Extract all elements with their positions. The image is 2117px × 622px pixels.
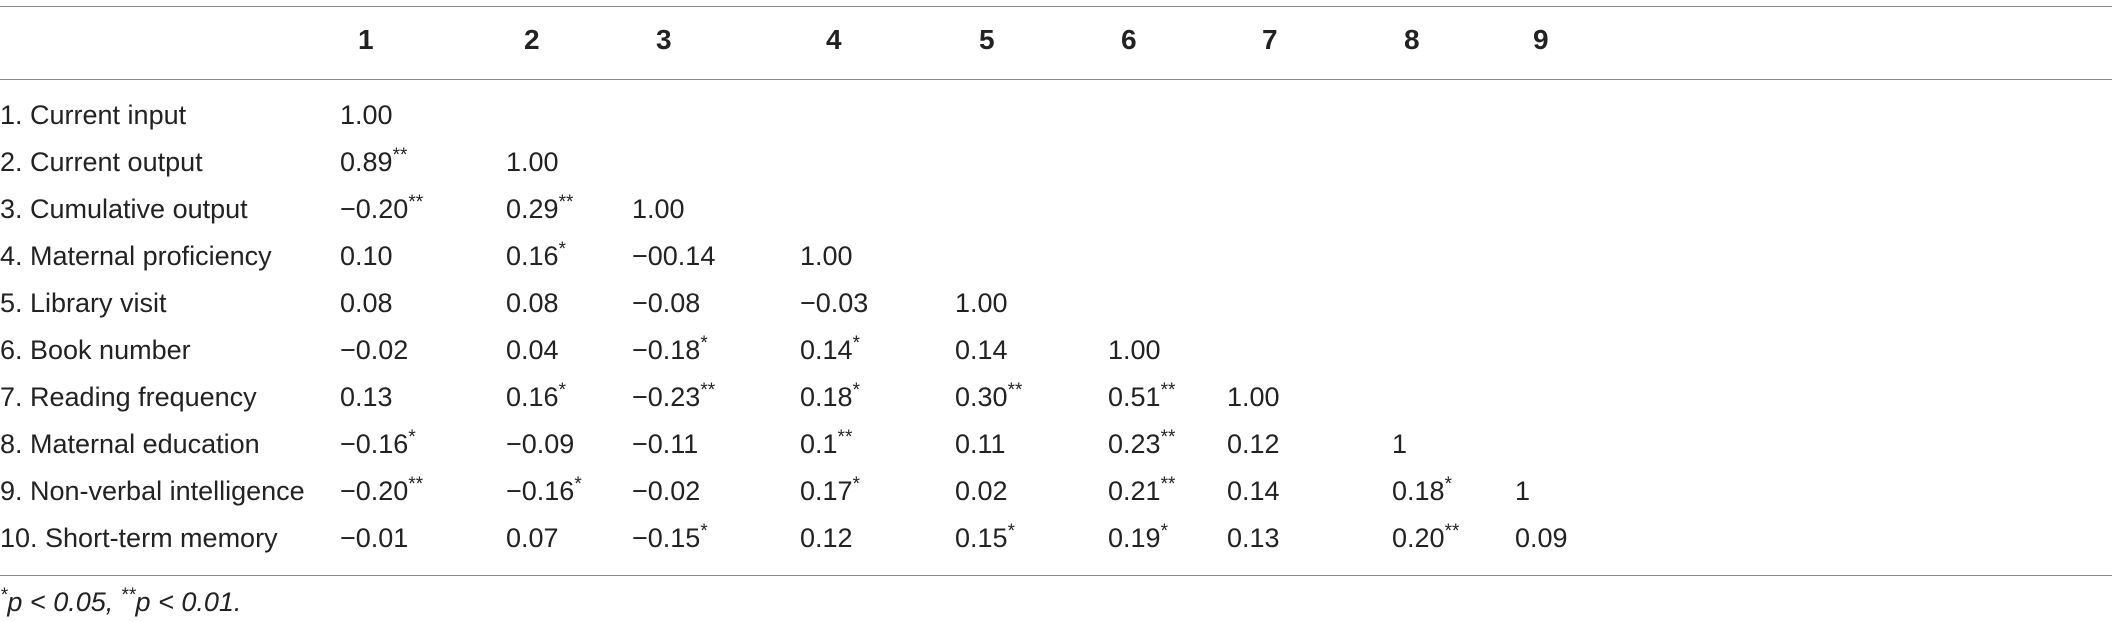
table-cell: 0.21** (1108, 474, 1176, 506)
column-header-8: 8 (1404, 24, 1420, 55)
table-cell: 1 (1515, 476, 1531, 506)
column-header-7: 7 (1262, 24, 1278, 55)
table-cell: −0.16* (340, 427, 416, 459)
column-header-4: 4 (826, 24, 842, 55)
table-cell: −0.18* (632, 333, 708, 365)
row-label: 5. Library visit (0, 288, 167, 318)
table-cell: 0.51** (1108, 380, 1176, 412)
table-cell: 0.04 (506, 335, 559, 365)
table-row: 5. Library visit 0.08 0.08 −0.08 −0.03 1.00 (0, 280, 2112, 327)
table-cell: 0.12 (1227, 429, 1280, 459)
row-label: 6. Book number (0, 335, 191, 365)
table-cell: 0.13 (340, 382, 393, 412)
table-cell: 0.17* (800, 474, 860, 506)
table-row: 6. Book number −0.02 0.04 −0.18* 0.14* 0.14 1.… (0, 327, 2112, 374)
table-cell: 0.14 (955, 335, 1008, 365)
table-cell: 0.16* (506, 239, 566, 271)
row-label: 1. Current input (0, 100, 187, 130)
table-cell: 0.1** (800, 427, 853, 459)
table-cell: −0.02 (632, 476, 701, 506)
table-cell: 0.29** (506, 192, 574, 224)
table-row: 8. Maternal education −0.16* −0.09 −0.11 0.1… (0, 421, 2112, 468)
table-cell: −0.09 (506, 429, 575, 459)
table-row: 9. Non-verbal intelligence −0.20** −0.16* −… (0, 468, 2112, 515)
table-cell: 0.23** (1108, 427, 1176, 459)
table-cell: 1.00 (1227, 382, 1280, 412)
column-header-2: 2 (524, 24, 540, 55)
table-cell: 0.14* (800, 333, 860, 365)
row-label: 10. Short-term memory (0, 523, 278, 553)
table-cell: 1.00 (955, 288, 1008, 318)
table-cell: 0.20** (1392, 521, 1460, 553)
table-row: 2. Current output 0.89** 1.00 (0, 139, 2112, 186)
table-cell: −0.23** (632, 380, 716, 412)
row-label: 7. Reading frequency (0, 382, 257, 412)
table-footnote: *p < 0.05, **p < 0.01. (0, 585, 242, 617)
table-cell: 0.09 (1515, 523, 1568, 553)
table-row: 7. Reading frequency 0.13 0.16* −0.23** 0.18… (0, 374, 2112, 421)
table-cell: −0.08 (632, 288, 701, 318)
table-cell: 0.02 (955, 476, 1008, 506)
table-cell: 0.16* (506, 380, 566, 412)
column-header-3: 3 (656, 24, 672, 55)
table-cell: 0.18* (800, 380, 860, 412)
column-header-5: 5 (979, 24, 995, 55)
table-cell: 0.08 (340, 288, 393, 318)
top-rule (0, 6, 2112, 7)
table-cell: −0.15* (632, 521, 708, 553)
table-row: 4. Maternal proficiency 0.10 0.16* −00.14 1.… (0, 233, 2112, 280)
row-label: 2. Current output (0, 147, 203, 177)
table-cell: 0.07 (506, 523, 559, 553)
table-cell: −00.14 (632, 241, 716, 271)
table-cell: 0.08 (506, 288, 559, 318)
table-row: 3. Cumulative output −0.20** 0.29** 1.00 (0, 186, 2112, 233)
header-rule (0, 79, 2112, 80)
table-cell: 0.12 (800, 523, 853, 553)
row-label: 8. Maternal education (0, 429, 260, 459)
table-cell: −0.16* (506, 474, 582, 506)
table-cell: 1.00 (632, 194, 685, 224)
table-cell: 1 (1392, 429, 1408, 459)
table-cell: 0.13 (1227, 523, 1280, 553)
row-label: 9. Non-verbal intelligence (0, 476, 305, 506)
row-label: 4. Maternal proficiency (0, 241, 272, 271)
table-cell: 0.18* (1392, 474, 1452, 506)
table-cell: 1.00 (1108, 335, 1161, 365)
table-cell: 0.89** (340, 145, 408, 177)
table-cell: 0.19* (1108, 521, 1168, 553)
bottom-rule (0, 575, 2112, 576)
table-cell: −0.03 (800, 288, 869, 318)
table-cell: 0.14 (1227, 476, 1280, 506)
table-cell: −0.20** (340, 474, 424, 506)
table-cell: −0.01 (340, 523, 409, 553)
table-cell: −0.02 (340, 335, 409, 365)
column-header-6: 6 (1121, 24, 1137, 55)
table-row: 10. Short-term memory −0.01 0.07 −0.15* 0.12… (0, 515, 2112, 562)
column-header-1: 1 (358, 24, 374, 55)
table-row: 1. Current input 1.00 (0, 92, 2112, 139)
table-cell: 1.00 (340, 100, 393, 130)
table-cell: 0.15* (955, 521, 1015, 553)
row-label: 3. Cumulative output (0, 194, 248, 224)
table-cell: 0.10 (340, 241, 393, 271)
table-cell: 1.00 (800, 241, 853, 271)
table-cell: 0.11 (955, 429, 1006, 459)
table-cell: 1.00 (506, 147, 559, 177)
column-header-9: 9 (1533, 24, 1549, 55)
table-cell: 0.30** (955, 380, 1023, 412)
table-cell: −0.20** (340, 192, 424, 224)
table-cell: −0.11 (632, 429, 699, 459)
